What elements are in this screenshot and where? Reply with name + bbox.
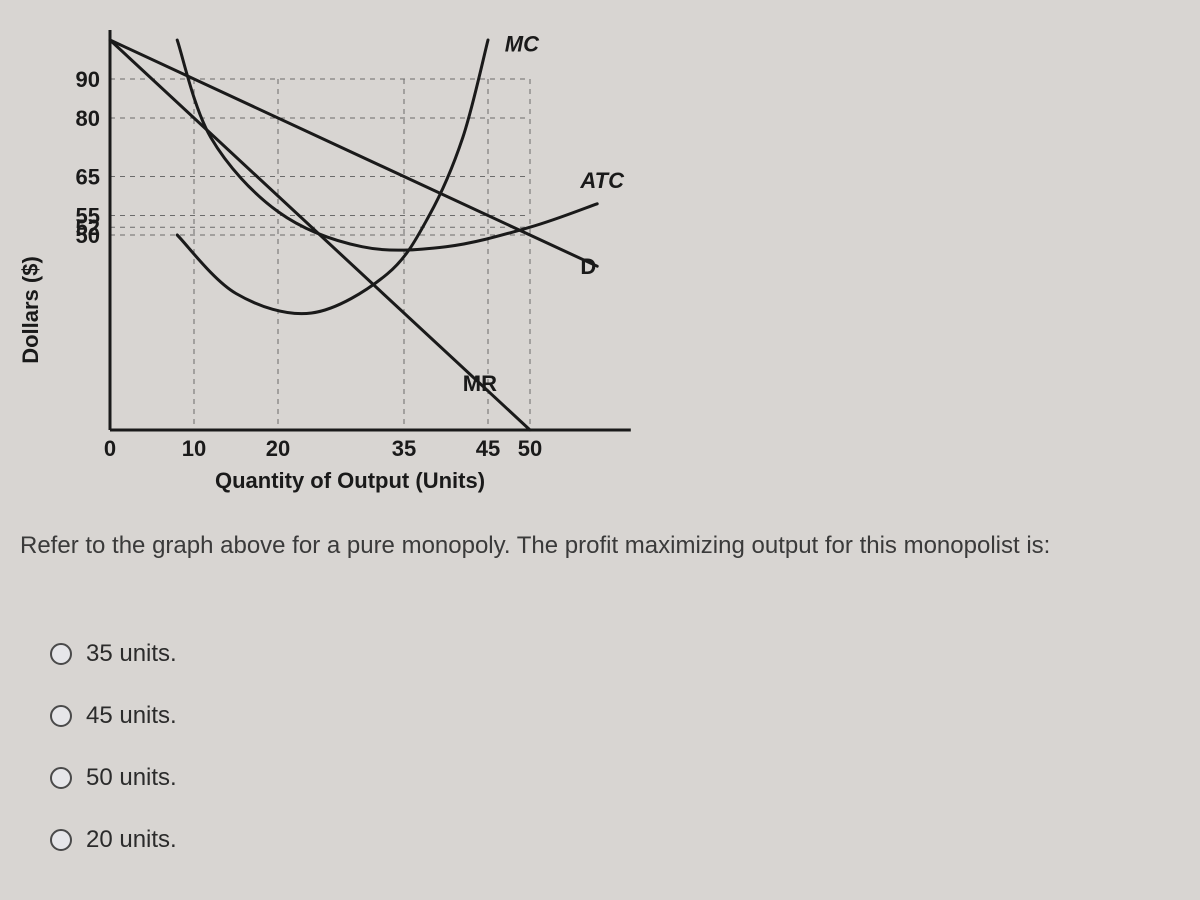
option-d[interactable]: 20 units. (50, 826, 177, 854)
option-b[interactable]: 45 units. (50, 702, 177, 730)
svg-text:55: 55 (76, 204, 100, 229)
svg-text:Quantity of Output (Units): Quantity of Output (Units) (215, 468, 485, 493)
answer-options: 35 units. 45 units. 50 units. 20 units. (50, 640, 177, 854)
option-a[interactable]: 35 units. (50, 640, 177, 668)
svg-text:MC: MC (505, 32, 540, 57)
radio-icon (50, 705, 72, 727)
option-label: 50 units. (86, 764, 177, 792)
svg-text:MR: MR (463, 371, 497, 396)
svg-text:Dollars ($): Dollars ($) (18, 256, 43, 364)
radio-icon (50, 767, 72, 789)
svg-text:20: 20 (266, 436, 290, 461)
page: 50525565809001020354550Dollars ($)Quanti… (0, 0, 1200, 900)
option-label: 35 units. (86, 640, 177, 668)
svg-text:0: 0 (104, 436, 116, 461)
svg-text:80: 80 (76, 106, 100, 131)
radio-icon (50, 643, 72, 665)
svg-text:50: 50 (518, 436, 542, 461)
economics-chart: 50525565809001020354550Dollars ($)Quanti… (10, 10, 650, 515)
svg-text:ATC: ATC (579, 168, 625, 193)
question-text: Refer to the graph above for a pure mono… (20, 530, 1120, 562)
svg-text:10: 10 (182, 436, 206, 461)
option-label: 20 units. (86, 826, 177, 854)
svg-text:35: 35 (392, 436, 416, 461)
svg-text:90: 90 (76, 67, 100, 92)
chart-svg: 50525565809001020354550Dollars ($)Quanti… (10, 10, 650, 510)
option-label: 45 units. (86, 702, 177, 730)
option-c[interactable]: 50 units. (50, 764, 177, 792)
svg-text:65: 65 (76, 165, 100, 190)
svg-text:D: D (580, 254, 596, 279)
radio-icon (50, 829, 72, 851)
svg-text:45: 45 (476, 436, 500, 461)
